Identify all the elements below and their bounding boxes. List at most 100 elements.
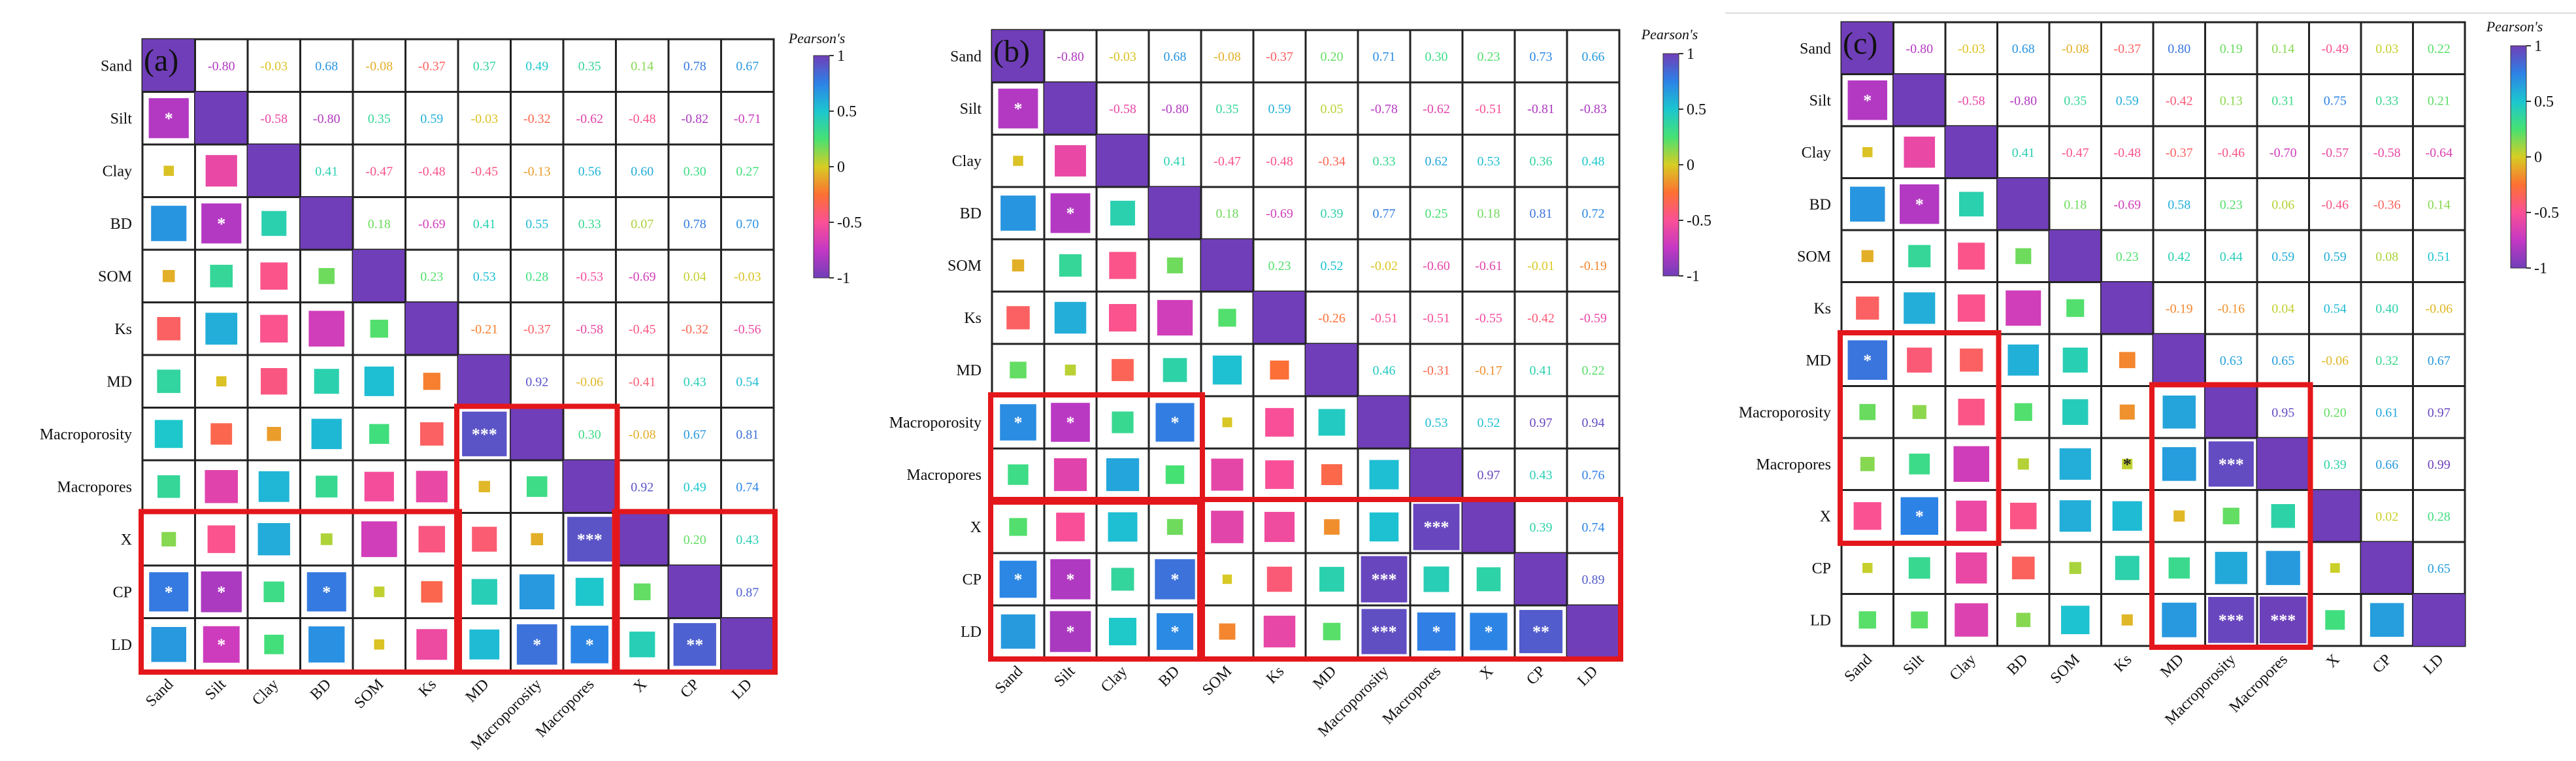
significance-marker: *	[1863, 91, 1872, 110]
correlation-square-mark	[1518, 609, 1564, 654]
correlation-value-label: 0.35	[368, 112, 391, 126]
correlation-square-mark	[1007, 464, 1029, 486]
correlation-square-mark	[1210, 458, 1244, 492]
matrix-cell	[1252, 238, 1307, 293]
correlation-value-label: -0.17	[1475, 364, 1502, 378]
diagonal-cell	[563, 460, 616, 513]
diagonal-cell	[142, 39, 195, 92]
correlation-square-mark	[633, 583, 652, 601]
matrix-cell	[1357, 29, 1412, 84]
significance-marker: *	[217, 635, 225, 654]
correlation-value-label: 0.23	[420, 269, 443, 284]
significance-marker: **	[1532, 622, 1549, 641]
matrix-cell	[2412, 125, 2466, 179]
row-label-clay: Clay	[103, 163, 132, 180]
diagonal-cell	[2153, 334, 2205, 386]
correlation-value-label: 0.31	[2271, 93, 2294, 108]
significance-marker: *	[217, 214, 225, 233]
diagonal-cell	[1149, 187, 1201, 239]
correlation-square-mark	[1221, 416, 1233, 428]
correlation-value-label: 0.97	[1530, 416, 1553, 430]
row-label-sand: Sand	[1800, 41, 1831, 58]
correlation-value-label: -0.37	[1266, 50, 1293, 64]
correlation-value-label: -0.58	[576, 322, 603, 337]
correlation-value-label: 0.68	[315, 59, 338, 73]
correlation-square-mark	[1217, 308, 1237, 328]
matrix-cell	[2360, 281, 2414, 335]
correlation-value-label: -0.61	[1475, 259, 1502, 273]
correlation-value-label: -0.80	[2009, 93, 2037, 108]
matrix-cell	[562, 407, 617, 462]
diagonal-cell	[1044, 82, 1097, 135]
correlation-value-label: -0.80	[313, 112, 340, 126]
matrix-cell	[352, 91, 406, 146]
correlation-square-mark	[516, 623, 558, 666]
correlation-square-mark	[672, 622, 717, 667]
correlation-value-label: 0.58	[2168, 197, 2190, 212]
correlation-square-mark	[2168, 556, 2190, 579]
correlation-value-label: 0.04	[2271, 301, 2294, 316]
correlation-square-mark	[416, 628, 448, 661]
correlation-square-mark	[2068, 561, 2082, 575]
correlation-value-label: 0.14	[2271, 42, 2294, 56]
significance-marker: **	[686, 635, 703, 654]
correlation-square-mark	[1166, 518, 1184, 536]
diagonal-cell	[1893, 74, 1945, 126]
matrix-cell	[667, 91, 722, 146]
correlation-value-label: 0.44	[2220, 250, 2243, 264]
correlation-square-mark	[1000, 613, 1036, 650]
row-label-md: MD	[1806, 352, 1831, 369]
correlation-value-label: 0.59	[2116, 93, 2139, 108]
correlation-square-mark	[315, 475, 339, 498]
correlation-value-label: -0.80	[208, 59, 235, 73]
correlation-value-label: -0.36	[2373, 197, 2401, 212]
diagonal-cell	[1515, 553, 1567, 605]
correlation-value-label: -0.46	[2217, 146, 2245, 160]
colorbar-tick-label: 1	[837, 48, 845, 65]
colorbar-tick-label: -1	[837, 270, 850, 287]
column-label-x: X	[2323, 651, 2343, 671]
correlation-square-mark	[2369, 602, 2405, 638]
matrix-cell	[1461, 133, 1516, 188]
correlation-square-mark	[530, 532, 544, 547]
matrix-cell	[720, 248, 775, 303]
correlation-square-mark	[259, 314, 289, 343]
matrix-cell	[1566, 133, 1621, 188]
correlation-square-mark	[1423, 566, 1450, 593]
correlation-value-label: 0.20	[1321, 50, 1344, 64]
correlation-square-mark	[422, 372, 441, 391]
diagonal-cell	[992, 30, 1044, 82]
correlation-square-mark	[2013, 402, 2033, 422]
correlation-value-label: 0.43	[736, 533, 759, 547]
diagonal-cell	[300, 197, 353, 250]
matrix-cell	[457, 196, 512, 251]
correlation-value-label: 0.30	[578, 428, 601, 442]
column-label-silt: Silt	[202, 676, 229, 703]
correlation-square-mark	[148, 97, 190, 139]
correlation-square-mark	[263, 581, 286, 603]
correlation-square-mark	[1412, 503, 1461, 551]
column-label-clay: Clay	[1098, 663, 1131, 696]
matrix-cell	[667, 512, 722, 567]
row-label-sand: Sand	[101, 58, 132, 75]
correlation-value-label: 0.46	[1373, 364, 1396, 378]
correlation-value-label: -0.06	[576, 375, 603, 389]
significance-marker: *	[1915, 195, 1924, 214]
correlation-value-label: 0.78	[684, 217, 706, 231]
diagonal-cell	[1358, 396, 1410, 448]
correlation-value-label: -0.69	[629, 269, 656, 284]
correlation-value-label: 0.41	[1530, 364, 1553, 378]
correlation-square-mark	[259, 262, 289, 291]
correlation-square-mark	[1957, 397, 1986, 426]
correlation-square-mark	[150, 205, 188, 242]
matrix-cell	[2204, 229, 2258, 283]
correlation-value-label: 0.41	[1164, 154, 1187, 169]
correlation-square-mark	[1064, 364, 1077, 377]
correlation-value-label: -0.01	[1527, 259, 1555, 273]
correlation-value-label: -0.37	[418, 59, 446, 73]
correlation-square-mark	[1859, 456, 1875, 472]
significance-marker: *	[1171, 622, 1180, 641]
correlation-square-mark	[306, 571, 347, 613]
correlation-square-mark	[1155, 402, 1195, 443]
significance-marker: ***	[1372, 622, 1397, 641]
